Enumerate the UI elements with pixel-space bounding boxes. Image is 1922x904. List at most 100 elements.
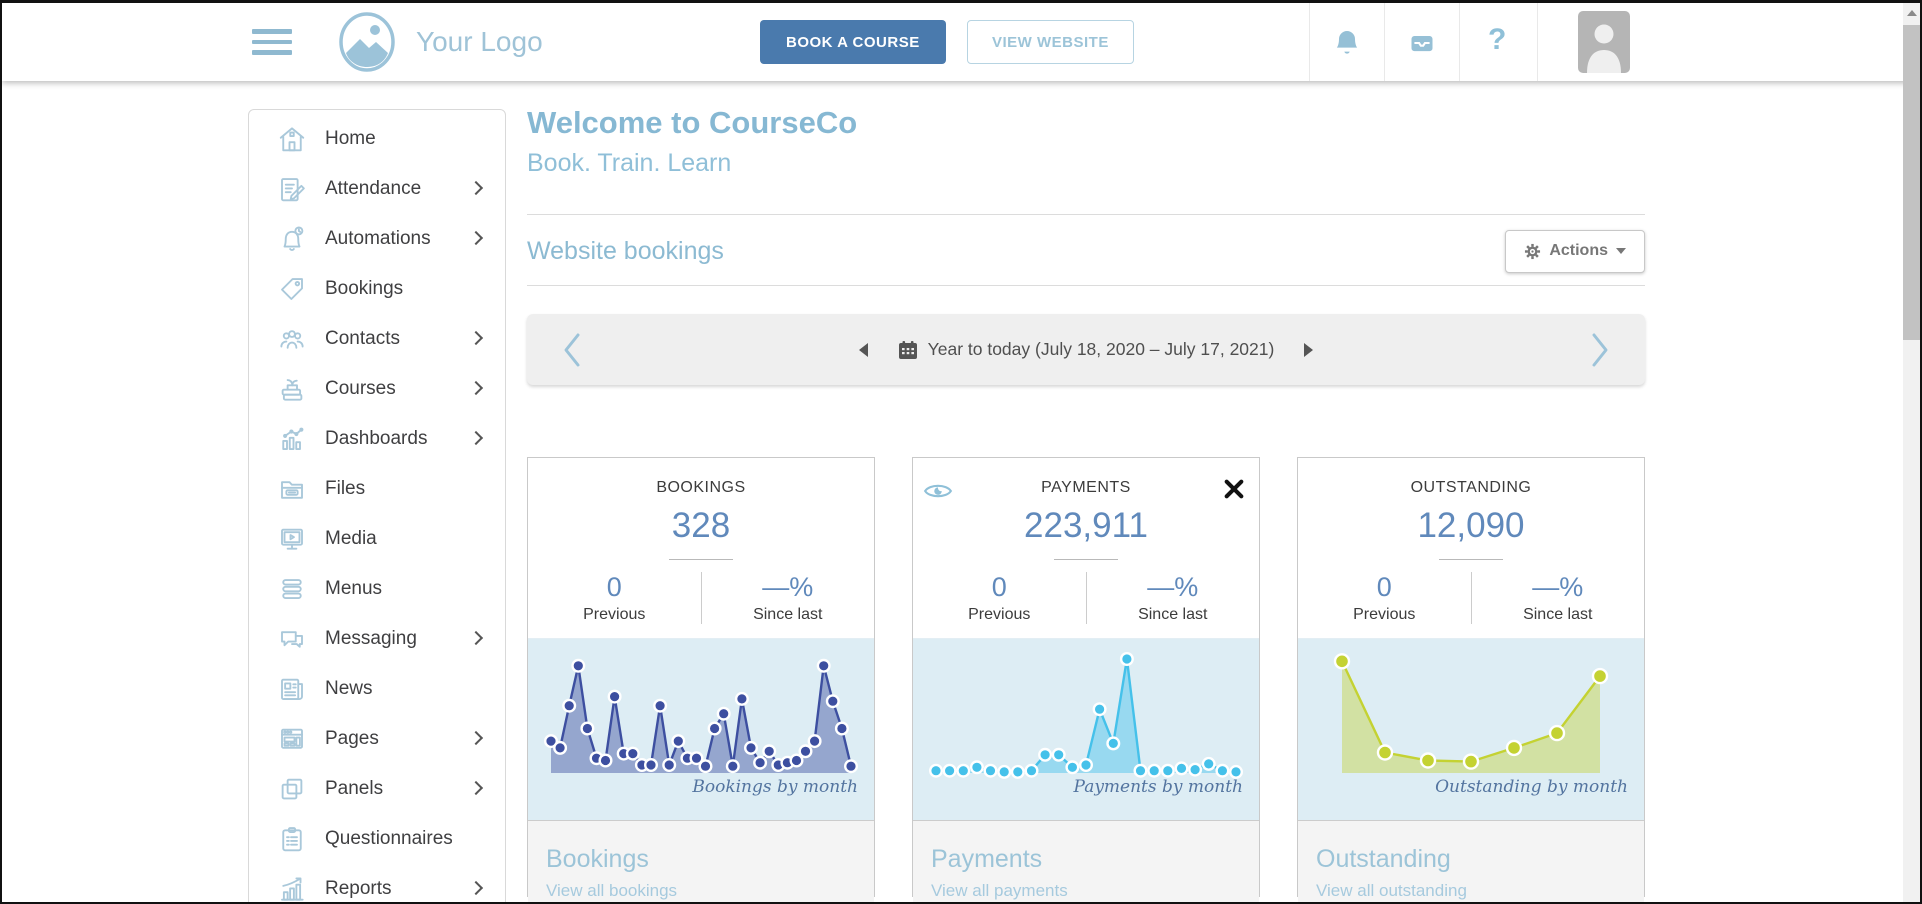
view-all-outstanding-link[interactable]: View all outstanding (1316, 881, 1467, 900)
close-icon[interactable] (1223, 478, 1245, 505)
sidebar-item-contacts[interactable]: Contacts (249, 314, 505, 364)
main-content: Welcome to CourseCo Book. Train. Learn W… (527, 89, 1645, 902)
card-value: 223,911 (1024, 506, 1148, 545)
sidebar-nav: Home Attendance Automations Bookings Con… (248, 109, 506, 902)
sidebar-item-panels[interactable]: Panels (249, 764, 505, 814)
pages-icon (277, 724, 307, 754)
book-a-course-button[interactable]: BOOK A COURSE (760, 20, 946, 64)
chevron-right-icon (468, 630, 484, 646)
sidebar-item-questionnaires[interactable]: Questionnaires (249, 814, 505, 864)
header-divider (1384, 3, 1385, 81)
home-icon (277, 124, 307, 154)
sidebar-item-messaging[interactable]: Messaging (249, 614, 505, 664)
chevron-right-icon (468, 330, 484, 346)
logo-text: Your Logo (416, 26, 543, 57)
date-range-label: Year to today (July 18, 2020 – July 17, … (927, 339, 1275, 359)
gear-icon (1525, 243, 1541, 259)
chevron-right-icon (468, 780, 484, 796)
previous-label: Previous (1353, 606, 1416, 623)
bookings-stat-card: BOOKINGS 328 0 Previous —% Since last Book… (527, 457, 875, 902)
sidebar-item-pages[interactable]: Pages (249, 714, 505, 764)
change-value: —% (1147, 572, 1199, 602)
stat-cards-row: BOOKINGS 328 0 Previous —% Since last Book… (527, 457, 1645, 902)
sidebar-item-files[interactable]: Files (249, 464, 505, 514)
actions-button[interactable]: Actions (1505, 229, 1645, 273)
sidebar-item-news[interactable]: News (249, 664, 505, 714)
footer-title: Bookings (546, 845, 649, 873)
top-header: Your Logo BOOK A COURSE VIEW WEBSITE ? (2, 3, 1920, 81)
caret-down-icon (1616, 248, 1626, 254)
outstanding-sparkline-chart: Outstanding by month (1298, 638, 1644, 820)
previous-value: 0 (606, 572, 622, 602)
header-divider (1309, 3, 1310, 81)
sidebar-item-home[interactable]: Home (249, 114, 505, 164)
notifications-bell-icon[interactable] (1331, 27, 1363, 59)
chart-caption: Outstanding by month (1435, 777, 1628, 797)
chevron-right-icon (468, 180, 484, 196)
date-range-prev-button[interactable] (561, 332, 583, 368)
divider (527, 285, 1645, 286)
footer-title: Payments (931, 845, 1043, 873)
view-all-bookings-link[interactable]: View all bookings (546, 881, 678, 900)
change-label: Since last (1138, 606, 1208, 623)
dashboards-icon (277, 424, 307, 454)
date-range-navigator: Year to today (July 18, 2020 – July 17, … (527, 314, 1645, 385)
messaging-icon (277, 624, 307, 654)
sidebar-item-attendance[interactable]: Attendance (249, 164, 505, 214)
sidebar-item-reports[interactable]: Reports (249, 864, 505, 902)
outstanding-stat-card: OUTSTANDING 12,090 0 Previous —% Since las… (1297, 457, 1645, 902)
card-title: PAYMENTS (1041, 479, 1131, 496)
eye-visibility-icon[interactable] (923, 480, 953, 507)
calendar-icon (898, 340, 917, 359)
card-value: 328 (671, 506, 731, 545)
hamburger-menu-icon[interactable] (252, 29, 292, 55)
chart-caption: Bookings by month (692, 777, 858, 797)
view-all-payments-link[interactable]: View all payments (931, 881, 1068, 900)
card-footer: Outstanding View all outstanding (1298, 820, 1644, 902)
scrollbar-thumb[interactable] (1903, 25, 1920, 340)
previous-value: 0 (991, 572, 1007, 602)
chevron-right-icon (468, 430, 484, 446)
section-title: Website bookings (527, 236, 724, 265)
date-step-back-icon[interactable] (858, 342, 868, 357)
reports-icon (277, 874, 307, 902)
menus-icon (277, 574, 307, 604)
files-folder-icon (277, 474, 307, 504)
date-range-next-button[interactable] (1589, 332, 1611, 368)
header-divider (1537, 3, 1538, 81)
card-title: OUTSTANDING (1410, 479, 1532, 496)
chevron-right-icon (468, 380, 484, 396)
card-value: 12,090 (1417, 506, 1525, 545)
automations-icon (277, 224, 307, 254)
bookings-sparkline-chart: Bookings by month (528, 638, 874, 820)
previous-label: Previous (583, 606, 646, 623)
chevron-right-icon (468, 730, 484, 746)
divider (669, 559, 733, 560)
attendance-icon (277, 174, 307, 204)
divider (527, 214, 1645, 215)
help-question-icon[interactable]: ? (1488, 23, 1507, 56)
vertical-scrollbar[interactable] (1903, 3, 1920, 902)
sidebar-item-menus[interactable]: Menus (249, 564, 505, 614)
card-footer: Bookings View all bookings (528, 820, 874, 902)
payments-stat-card: PAYMENTS 223,911 0 Previous —% Since last … (912, 457, 1260, 902)
sidebar-item-media[interactable]: Media (249, 514, 505, 564)
page-subtitle: Book. Train. Learn (527, 149, 732, 177)
header-divider (1459, 3, 1460, 81)
payments-sparkline-chart: Payments by month (913, 638, 1259, 820)
view-website-button[interactable]: VIEW WEBSITE (967, 20, 1134, 64)
user-avatar[interactable] (1578, 11, 1630, 78)
inbox-tray-icon[interactable] (1405, 29, 1437, 61)
sidebar-item-dashboards[interactable]: Dashboards (249, 414, 505, 464)
previous-label: Previous (968, 606, 1031, 623)
logo-image-icon[interactable] (336, 11, 398, 78)
media-icon (277, 524, 307, 554)
sidebar-item-bookings[interactable]: Bookings (249, 264, 505, 314)
change-value: —% (762, 572, 814, 602)
date-step-forward-icon[interactable] (1304, 342, 1314, 357)
change-value: —% (1532, 572, 1584, 602)
sidebar-item-automations[interactable]: Automations (249, 214, 505, 264)
scroll-up-arrow-icon[interactable] (1907, 10, 1917, 16)
sidebar-item-courses[interactable]: Courses (249, 364, 505, 414)
